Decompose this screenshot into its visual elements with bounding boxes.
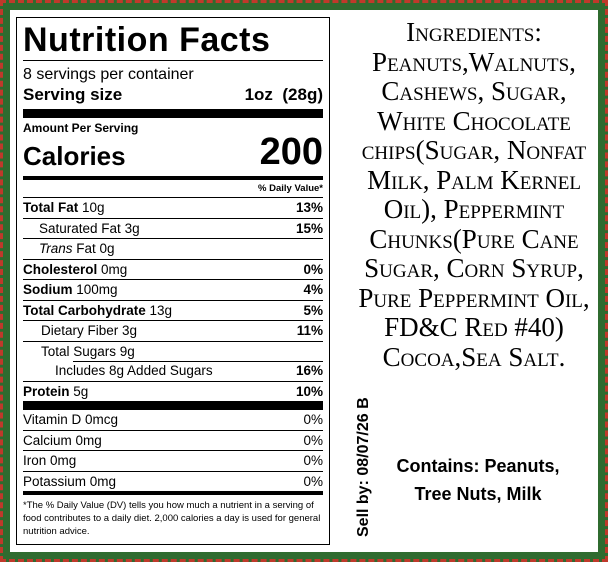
nutrient-row-sodium: Sodium 100mg 4% bbox=[23, 279, 323, 300]
allergen-statement: Contains: Peanuts, Tree Nuts, Milk bbox=[396, 456, 560, 504]
nutrient-row-dietary-fiber: Dietary Fiber 3g 11% bbox=[23, 320, 323, 341]
calories-value: 200 bbox=[259, 131, 323, 173]
serving-size-row: Serving size 1oz (28g) bbox=[23, 85, 323, 105]
calories-label: Calories bbox=[23, 141, 126, 171]
serving-size-label: Serving size bbox=[23, 85, 123, 104]
nutrient-row-total-sugars: Total Sugars 9g bbox=[23, 340, 323, 362]
nutrient-row-protein: Protein 5g 10% bbox=[23, 380, 323, 402]
servings-per-container: 8 servings per container bbox=[23, 66, 194, 83]
nutrition-facts-panel: Nutrition Facts 8 servings per container… bbox=[16, 17, 330, 545]
nutrient-row-added-sugars: Includes 8g Added Sugars 16% bbox=[23, 361, 323, 381]
nutrient-row-potassium: Potassium 0mg 0% bbox=[23, 470, 323, 492]
nutrient-row-total-carbohydrate: Total Carbohydrate 13g 5% bbox=[23, 299, 323, 321]
nutrient-row-saturated-fat: Saturated Fat 3g 15% bbox=[23, 217, 323, 239]
nutrient-row-vitamin-d: Vitamin D 0mcg 0% bbox=[23, 412, 323, 428]
nutrition-facts-title: Nutrition Facts bbox=[23, 21, 271, 59]
nutrient-row-calcium: Calcium 0mg 0% bbox=[23, 429, 323, 451]
ingredients-text: Ingredients: Peanuts,Walnuts, Cashews, S… bbox=[358, 17, 590, 372]
nutrient-row-total-fat: Total Fat 10g 13% bbox=[23, 197, 323, 218]
nutrient-row-iron: Iron 0mg 0% bbox=[23, 450, 323, 471]
serving-size-value: 1oz (28g) bbox=[244, 85, 323, 104]
sell-by-date: Sell by: 08/07/26 B bbox=[355, 397, 372, 537]
daily-value-footnote: *The % Daily Value (DV) tells you how mu… bbox=[23, 500, 321, 537]
nutrient-row-cholesterol: Cholesterol 0mg 0% bbox=[23, 258, 323, 280]
daily-value-header: % Daily Value* bbox=[258, 183, 323, 194]
amount-per-serving: Amount Per Serving bbox=[23, 121, 139, 135]
nutrient-row-trans-fat: Trans Fat 0g bbox=[23, 238, 323, 259]
calories-row: Calories 200 bbox=[23, 131, 323, 173]
